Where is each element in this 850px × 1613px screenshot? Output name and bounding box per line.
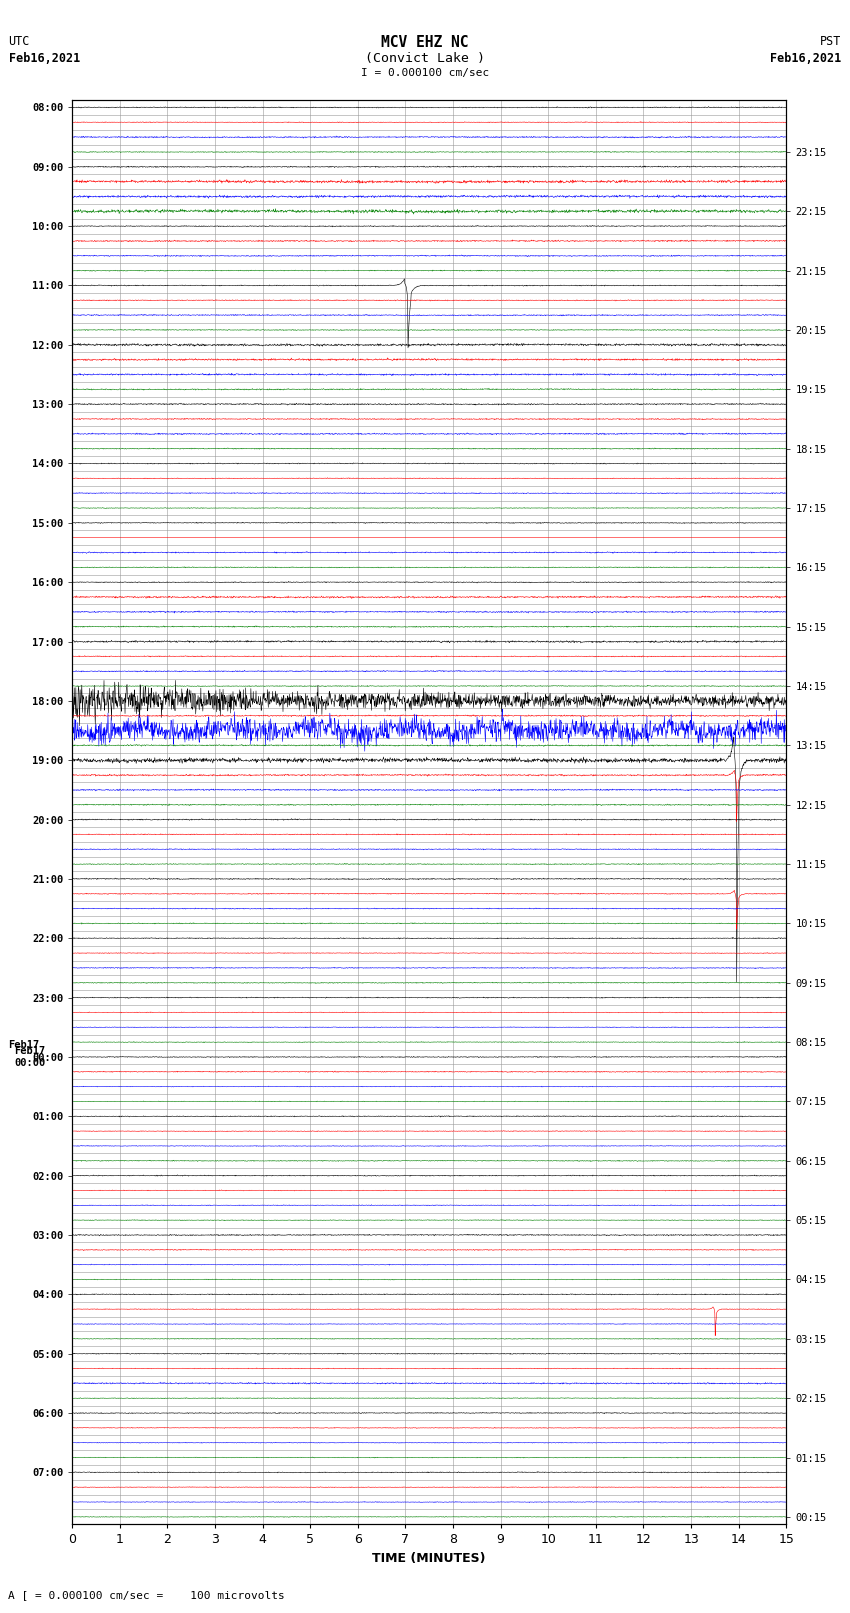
Text: MCV EHZ NC: MCV EHZ NC [382, 35, 468, 50]
Text: Feb16,2021: Feb16,2021 [770, 52, 842, 65]
Text: I = 0.000100 cm/sec: I = 0.000100 cm/sec [361, 68, 489, 77]
X-axis label: TIME (MINUTES): TIME (MINUTES) [372, 1552, 486, 1565]
Text: UTC: UTC [8, 35, 30, 48]
Text: PST: PST [820, 35, 842, 48]
Text: Feb16,2021: Feb16,2021 [8, 52, 80, 65]
Text: (Convict Lake ): (Convict Lake ) [365, 52, 485, 65]
Text: Feb17
00:00: Feb17 00:00 [14, 1047, 45, 1068]
Text: Feb17: Feb17 [8, 1040, 39, 1050]
Text: A [ = 0.000100 cm/sec =    100 microvolts: A [ = 0.000100 cm/sec = 100 microvolts [8, 1590, 286, 1600]
